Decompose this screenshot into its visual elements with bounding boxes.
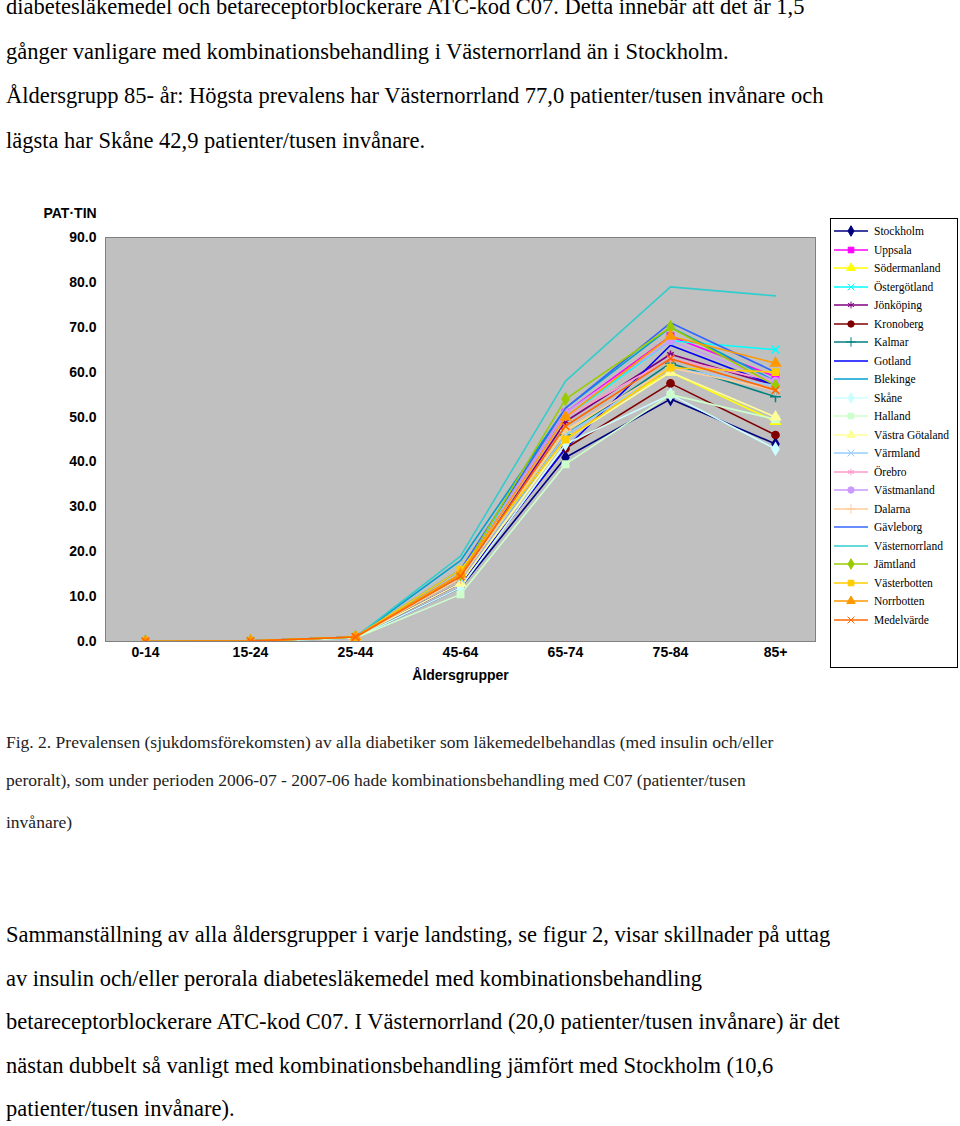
html-text:Sammanställning av alla ålders: Sammanställning av alla åldersgrupper i …	[6, 922, 831, 947]
html-text:peroralt), som under perioden: peroralt), som under perioden 2006-07 - …	[6, 770, 746, 790]
html-text:gånger vanligare med kombinati: gånger vanligare med kombinationsbehandl…	[6, 38, 729, 64]
svg-text:90.0: 90.0	[69, 229, 96, 245]
html-text:patienter/tusen invånare).: patienter/tusen invånare).	[6, 1096, 235, 1121]
html-text:Medelvärde: Medelvärde	[874, 613, 929, 626]
svg-text:25-44: 25-44	[338, 644, 374, 660]
html-text:nästan dubbelt så vanligt med: nästan dubbelt så vanligt med kombinatio…	[6, 1052, 774, 1078]
html-text:Östergötland: Östergötland	[874, 280, 934, 293]
html-text:Värmland: Värmland	[874, 447, 920, 460]
svg-text:65-74: 65-74	[548, 644, 584, 660]
html-text:Uppsala: Uppsala	[874, 243, 912, 256]
svg-text:40.0: 40.0	[69, 453, 96, 469]
svg-text:10.0: 10.0	[69, 588, 96, 604]
html-text:Västernorrland: Västernorrland	[874, 539, 943, 552]
html-text:Dalarna: Dalarna	[874, 502, 911, 515]
svg-text:30.0: 30.0	[69, 498, 96, 514]
html-text:Jämtland: Jämtland	[874, 558, 916, 571]
html-text:Kronoberg: Kronoberg	[874, 317, 924, 330]
svg-text:20.0: 20.0	[69, 543, 96, 559]
html-text:invånare): invånare)	[6, 812, 73, 832]
html-text:betareceptorblockerare ATC-kod: betareceptorblockerare ATC-kod C07. I Vä…	[6, 1009, 840, 1034]
html-text:Stockholm: Stockholm	[874, 225, 924, 238]
html-text:lägsta har Skåne 42,9 patiente: lägsta har Skåne 42,9 patienter/tusen in…	[6, 127, 426, 153]
html-text:av insulin och/eller perorala: av insulin och/eller perorala diabeteslä…	[6, 965, 702, 991]
html-text:Halland: Halland	[874, 410, 911, 423]
svg-text:PAT·TIN: PAT·TIN	[44, 205, 97, 221]
html-text:Gävleborg: Gävleborg	[874, 521, 923, 534]
svg-text:50.0: 50.0	[69, 409, 96, 425]
svg-text:85+: 85+	[764, 644, 788, 660]
svg-text:80.0: 80.0	[69, 274, 96, 290]
svg-text:0-14: 0-14	[131, 644, 159, 660]
html-text:Gotland: Gotland	[874, 354, 912, 367]
html-text:Fig. 2. Prevalensen (sjukdomsf: Fig. 2. Prevalensen (sjukdomsförekomsten…	[6, 732, 774, 752]
html-text:Västra Götaland: Västra Götaland	[874, 428, 949, 441]
svg-text:75-84: 75-84	[653, 644, 689, 660]
html-text:Västmanland: Västmanland	[874, 484, 935, 497]
svg-text:45-64: 45-64	[443, 644, 479, 660]
html-text:Södermanland: Södermanland	[874, 262, 941, 275]
svg-text:15-24: 15-24	[233, 644, 269, 660]
svg-text:Åldersgrupper: Åldersgrupper	[412, 667, 509, 683]
html-text:Blekinge: Blekinge	[874, 373, 916, 386]
html-text:Åldersgrupp 85- år: Högsta pre: Åldersgrupp 85- år: Högsta prevalens har…	[6, 83, 824, 108]
html-text:Kalmar: Kalmar	[874, 336, 909, 349]
svg-text:60.0: 60.0	[69, 364, 96, 380]
html-text:Västerbotten: Västerbotten	[874, 576, 933, 589]
html-text:Jönköping: Jönköping	[874, 299, 922, 312]
svg-text:0.0: 0.0	[77, 633, 97, 649]
html-text:Skåne: Skåne	[874, 391, 903, 404]
svg-text:70.0: 70.0	[69, 319, 96, 335]
html-text:Norrbotten: Norrbotten	[874, 595, 925, 608]
html-text:Örebro: Örebro	[874, 465, 907, 478]
